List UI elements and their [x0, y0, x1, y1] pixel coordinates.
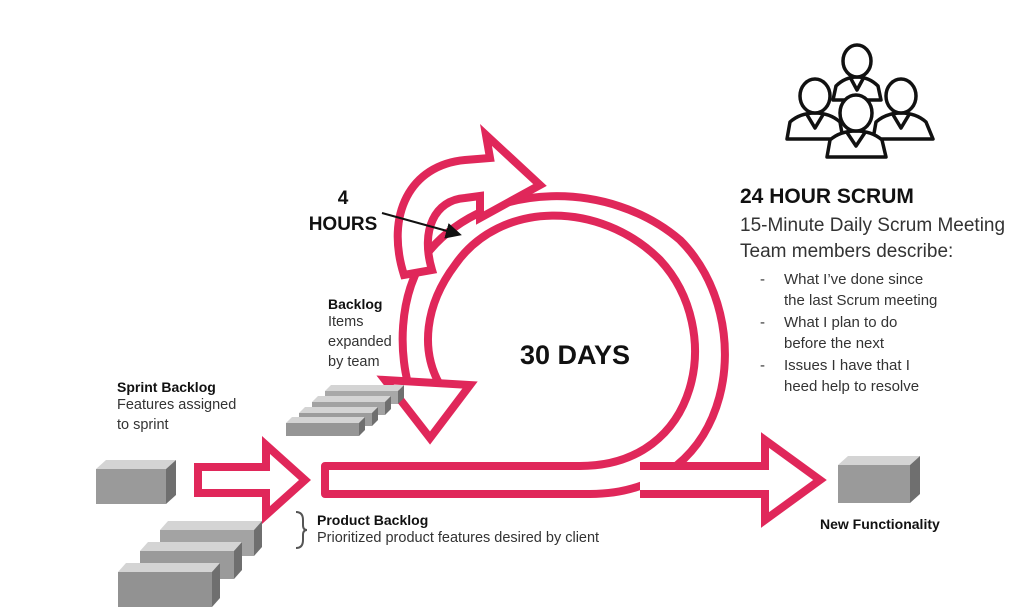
scrum-lead: Team members describe: — [740, 241, 954, 262]
list-dash: - — [760, 314, 765, 331]
sprint-backlog-desc-2: to sprint — [117, 417, 169, 433]
output-arrow — [640, 432, 827, 528]
hours-pointer — [381, 212, 462, 239]
thirty-days-label: 30 DAYS — [520, 340, 631, 370]
backlog-label: Backlog Items expanded by team — [328, 296, 392, 372]
scrum-question-line: What I’ve done since — [784, 271, 924, 288]
scrum-question-line: before the next — [784, 335, 885, 352]
product-backlog-brace — [295, 511, 308, 549]
scrum-question-item: - What I plan to do before the next — [760, 312, 937, 354]
sprint-backlog-title: Sprint Backlog — [117, 379, 216, 395]
scrum-question-line: Issues I have that I — [784, 357, 910, 374]
sprint-input-arrow — [194, 436, 311, 524]
backlog-desc-2: expanded — [328, 334, 392, 350]
thirty-day-loop — [321, 192, 729, 498]
product-backlog-boxes — [118, 521, 262, 607]
sprint-backlog-label: Sprint Backlog Features assigned to spri… — [117, 379, 236, 435]
product-backlog-title: Product Backlog — [317, 512, 429, 528]
scrum-subtitle: 15-Minute Daily Scrum Meeting — [740, 215, 1006, 236]
team-people-icon — [785, 43, 935, 159]
hours-unit: HOURS — [308, 214, 378, 235]
scrum-question-list: - What I’ve done since the last Scrum me… — [760, 269, 937, 398]
new-functionality-box — [838, 456, 920, 503]
hours-number: 4 — [337, 188, 349, 209]
four-hour-loop — [393, 124, 547, 280]
product-backlog-label: Product Backlog Prioritized product feat… — [317, 512, 599, 548]
backlog-title: Backlog — [328, 296, 383, 312]
scrum-question-item: - What I’ve done since the last Scrum me… — [760, 269, 937, 311]
list-dash: - — [760, 357, 765, 374]
product-backlog-desc: Prioritized product features desired by … — [317, 530, 600, 546]
scrum-title: 24 HOUR SCRUM — [740, 185, 914, 208]
sprint-backlog-desc-1: Features assigned — [117, 397, 237, 413]
backlog-desc-3: by team — [328, 354, 380, 370]
scrum-question-line: What I plan to do — [784, 314, 898, 331]
loop-inner-arrowhead — [376, 375, 478, 445]
list-dash: - — [760, 271, 765, 288]
backlog-expanded-boxes — [286, 385, 404, 436]
sprint-backlog-box — [96, 460, 176, 504]
scrum-question-item: - Issues I have that I heed help to reso… — [760, 355, 937, 397]
new-functionality-label: New Functionality — [820, 516, 940, 532]
scrum-question-line: the last Scrum meeting — [784, 292, 938, 309]
backlog-desc-1: Items — [328, 314, 364, 330]
scrum-question-line: heed help to resolve — [784, 378, 920, 395]
four-hours-label: 4 HOURS — [300, 186, 386, 238]
scrum-subtitle-block: 15-Minute Daily Scrum Meeting Team membe… — [740, 213, 1005, 265]
